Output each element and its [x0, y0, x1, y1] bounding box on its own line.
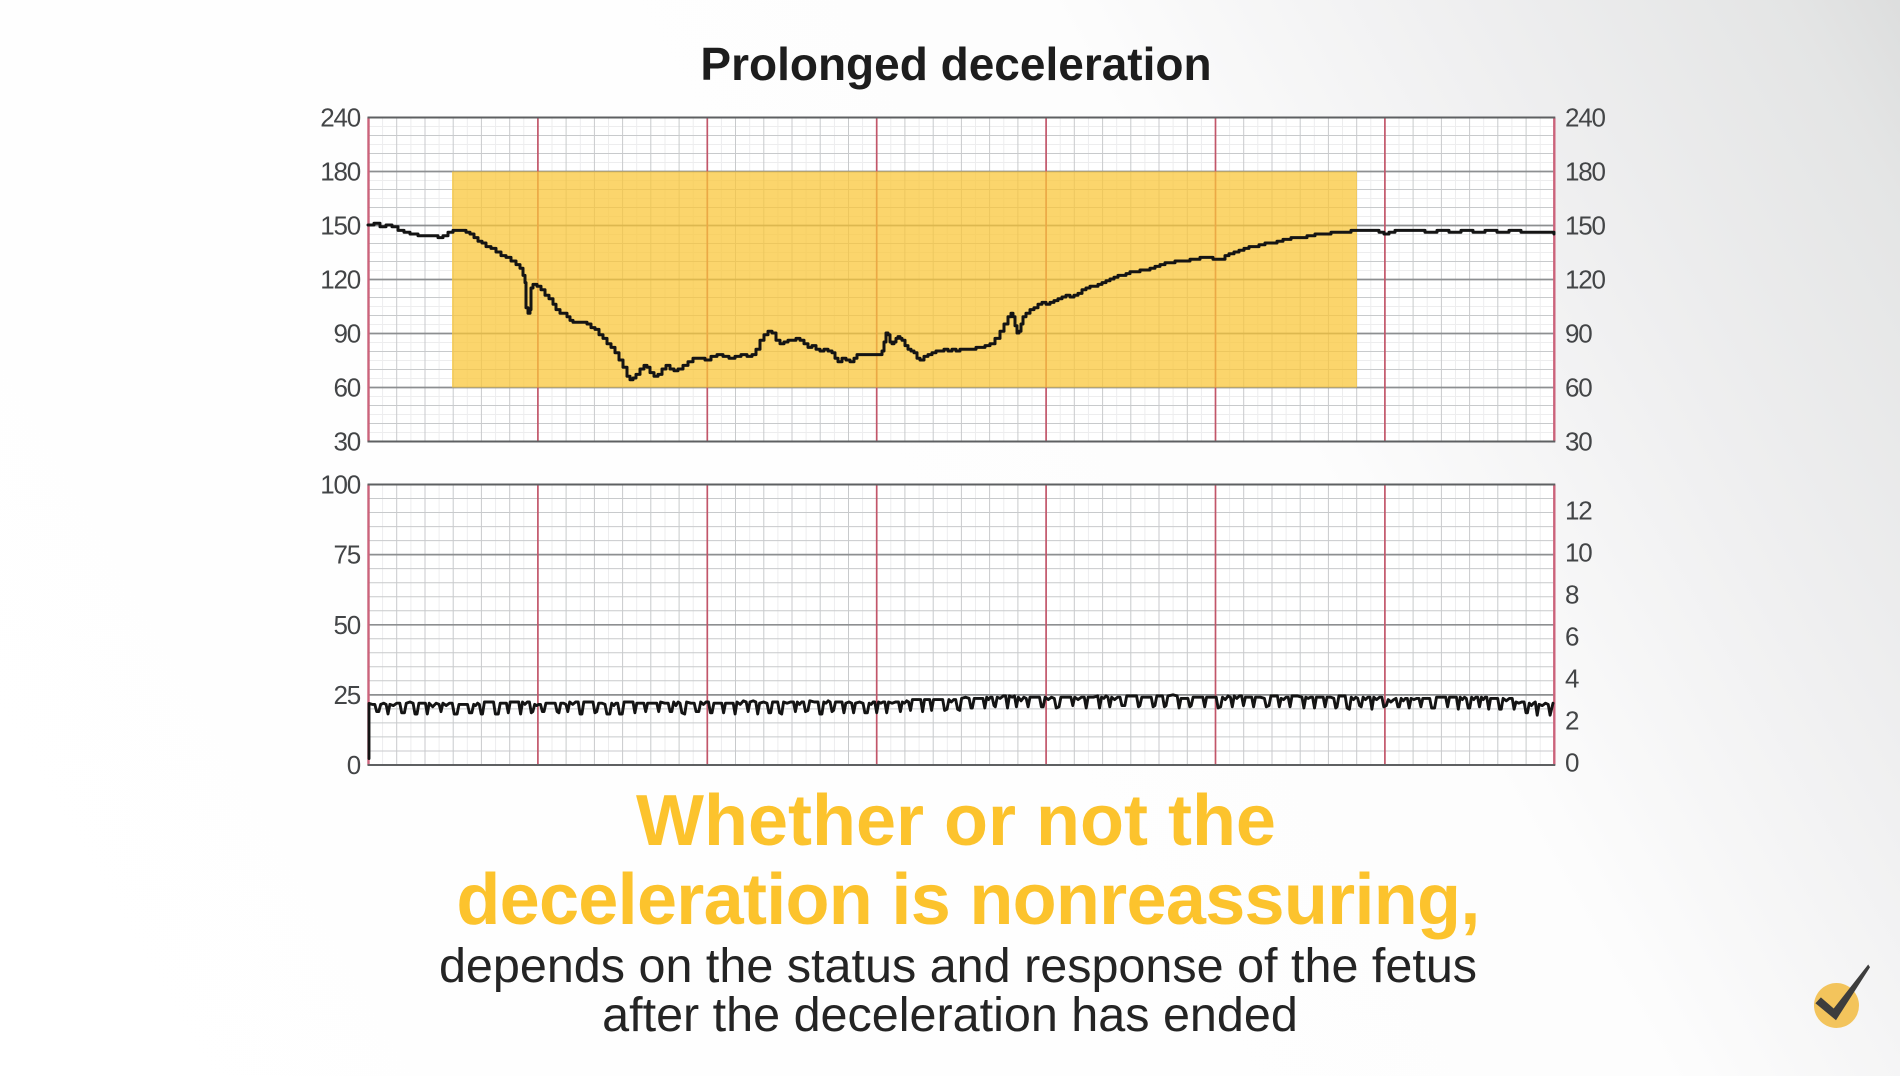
- svg-text:90: 90: [1565, 319, 1592, 349]
- svg-text:100: 100: [320, 470, 361, 500]
- svg-text:180: 180: [1565, 157, 1606, 187]
- svg-text:12: 12: [1565, 496, 1592, 526]
- svg-text:60: 60: [1565, 373, 1592, 403]
- svg-text:50: 50: [333, 610, 360, 640]
- svg-text:75: 75: [333, 540, 360, 570]
- svg-text:4: 4: [1565, 664, 1579, 694]
- svg-text:after the deceleration has end: after the deceleration has ended: [602, 988, 1298, 1042]
- svg-text:2: 2: [1565, 706, 1579, 736]
- svg-text:Whether or not the: Whether or not the: [636, 781, 1276, 861]
- svg-text:150: 150: [1565, 211, 1606, 241]
- svg-text:6: 6: [1565, 622, 1579, 652]
- svg-text:60: 60: [333, 373, 360, 403]
- svg-text:240: 240: [320, 103, 361, 133]
- svg-text:deceleration is nonreassuring,: deceleration is nonreassuring,: [456, 860, 1479, 940]
- svg-text:25: 25: [333, 680, 360, 710]
- svg-text:8: 8: [1565, 580, 1579, 610]
- svg-text:180: 180: [320, 157, 361, 187]
- svg-text:10: 10: [1565, 538, 1592, 568]
- svg-text:90: 90: [333, 319, 360, 349]
- svg-text:120: 120: [320, 265, 361, 295]
- svg-text:240: 240: [1565, 103, 1606, 133]
- svg-text:150: 150: [320, 211, 361, 241]
- svg-text:30: 30: [1565, 427, 1592, 457]
- svg-text:Prolonged deceleration: Prolonged deceleration: [700, 38, 1211, 90]
- svg-text:0: 0: [1565, 748, 1579, 778]
- svg-text:depends on the status and resp: depends on the status and response of th…: [439, 939, 1477, 993]
- svg-text:0: 0: [347, 750, 361, 780]
- svg-text:120: 120: [1565, 265, 1606, 295]
- svg-text:30: 30: [333, 427, 360, 457]
